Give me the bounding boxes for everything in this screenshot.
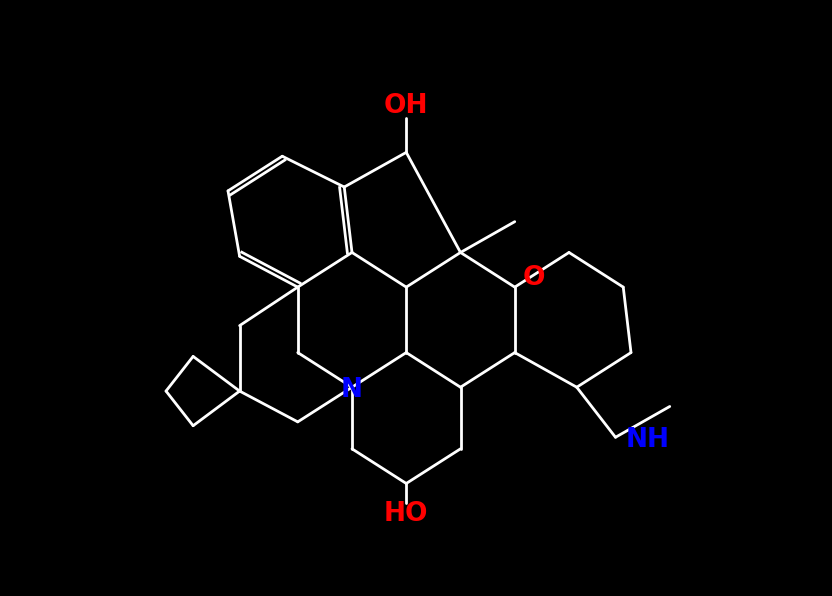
Text: OH: OH bbox=[384, 93, 428, 119]
Text: N: N bbox=[341, 377, 363, 402]
Text: NH: NH bbox=[626, 427, 670, 452]
Text: O: O bbox=[522, 265, 545, 291]
Text: HO: HO bbox=[384, 501, 428, 527]
